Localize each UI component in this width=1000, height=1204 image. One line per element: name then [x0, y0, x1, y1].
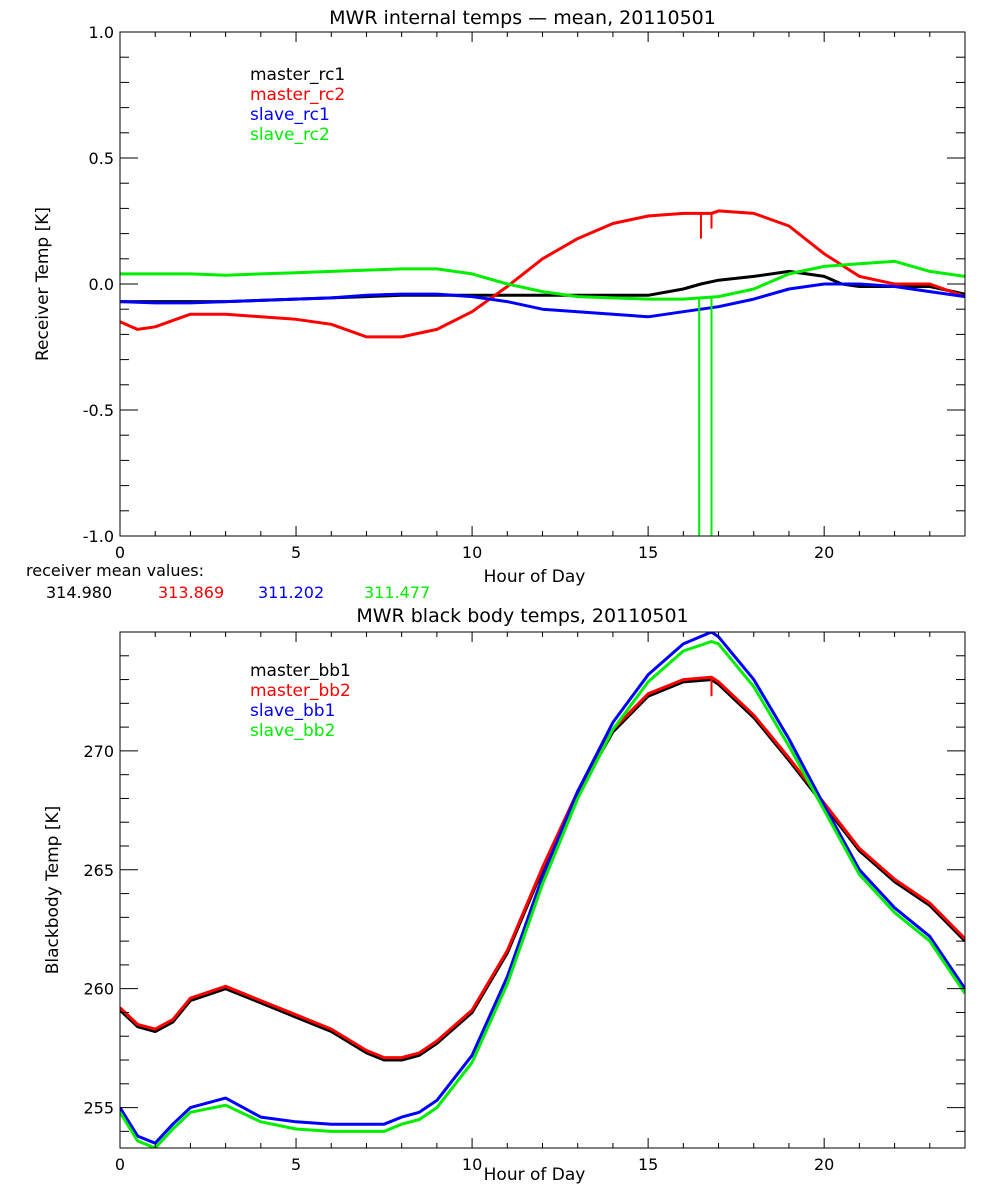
x-tick-label: 0 — [115, 1155, 125, 1174]
x-tick-label: 20 — [814, 1155, 834, 1174]
plot-frame — [119, 631, 966, 1149]
y-tick-label: 260 — [83, 980, 114, 999]
y-tick-label: 265 — [83, 861, 114, 880]
x-tick-label: 0 — [115, 543, 125, 562]
receiver-mean-value: 314.980 — [46, 583, 112, 602]
x-tick-label: 15 — [638, 1155, 658, 1174]
legend-entry-master_bb2: master_bb2 — [250, 681, 351, 701]
y-axis-label: Blackbody Temp [K] — [43, 806, 63, 975]
legend-entry-slave_rc1: slave_rc1 — [250, 105, 330, 125]
blackbody-temps-chart: MWR black body temps, 20110501 0 5 10 15 20 25… — [43, 605, 966, 1185]
series-line-master_bb2 — [120, 675, 965, 1060]
series-line-master_rc2 — [120, 209, 965, 339]
series-group — [120, 209, 965, 536]
chart-title: MWR internal temps — mean, 20110501 — [329, 7, 716, 29]
x-axis-label: Hour of Day — [484, 1165, 586, 1185]
chart-title: MWR black body temps, 20110501 — [356, 605, 688, 627]
y-tick-label: 255 — [83, 1099, 114, 1118]
receiver-mean-value: 311.477 — [364, 583, 430, 602]
series-group — [120, 632, 965, 1148]
x-tick-label: 5 — [291, 543, 301, 562]
receiver-means-label: receiver mean values: — [26, 561, 204, 580]
legend-entry-master_rc1: master_rc1 — [250, 65, 345, 85]
y-tick-label: 0.0 — [89, 275, 114, 294]
legend-entry-slave_bb1: slave_bb1 — [250, 701, 335, 721]
receiver-mean-value: 311.202 — [258, 583, 324, 602]
legend-entry-slave_bb2: slave_bb2 — [250, 721, 335, 741]
x-tick-label: 10 — [462, 1155, 482, 1174]
y-tick-label: 270 — [83, 742, 114, 761]
legend-entry-slave_rc2: slave_rc2 — [250, 125, 330, 145]
x-tick-label: 20 — [814, 543, 834, 562]
series-line-master_rc1 — [120, 269, 965, 304]
x-tick-label: 10 — [462, 543, 482, 562]
x-tick-label: 15 — [638, 543, 658, 562]
y-tick-label: -0.5 — [83, 401, 114, 420]
y-tick-label: 1.0 — [89, 23, 114, 42]
receiver-means-values: 314.980 313.869 311.202 311.477 — [46, 583, 430, 602]
x-axis-label: Hour of Day — [484, 567, 586, 587]
receiver-mean-value: 313.869 — [158, 583, 224, 602]
y-axis-label: Receiver Temp [K] — [33, 207, 53, 361]
receiver-means: receiver mean values: 314.980 313.869 311.… — [26, 561, 430, 602]
x-tick-label: 5 — [291, 1155, 301, 1174]
series-line-slave_rc1 — [120, 282, 965, 319]
y-tick-label: 0.5 — [89, 149, 114, 168]
series-line-slave_bb2 — [120, 640, 965, 1148]
series-line-slave_bb1 — [120, 632, 965, 1145]
legend-entry-master_rc2: master_rc2 — [250, 85, 345, 105]
legend-entry-master_bb1: master_bb1 — [250, 661, 351, 681]
y-tick-label: -1.0 — [83, 527, 114, 546]
series-line-slave_rc2 — [120, 259, 965, 301]
internal-temps-chart: MWR internal temps — mean, 20110501 0 5 10 1… — [33, 7, 966, 587]
